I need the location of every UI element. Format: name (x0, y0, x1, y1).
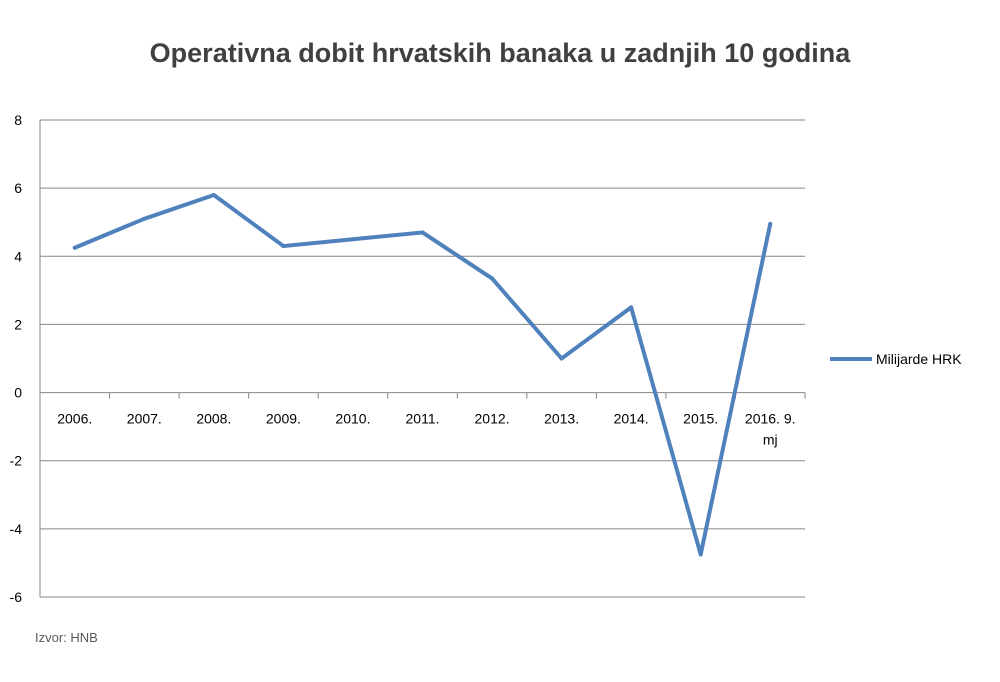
data-point (350, 237, 355, 242)
data-series (72, 192, 773, 557)
x-tick-label-line: 2009. (266, 411, 301, 427)
x-tick-label: 2007. (127, 411, 162, 427)
y-tick-label: 4 (14, 248, 22, 264)
data-point (490, 276, 495, 281)
y-tick-label: -4 (10, 521, 23, 537)
data-point (72, 245, 77, 250)
x-tick-label-line: 2011. (406, 411, 440, 427)
data-point (420, 230, 425, 235)
y-tick-label: -2 (10, 453, 23, 469)
x-tick-label-line: 2008. (196, 411, 231, 427)
y-axis-tick-labels: 8 6 4 2 0 -2 -4 -6 (10, 112, 23, 605)
data-point (211, 192, 216, 197)
y-tick-label: 8 (14, 112, 22, 128)
x-tick-label-line: 2006. (57, 411, 92, 427)
x-tick-label-line: 2010. (335, 411, 370, 427)
y-tick-label: 6 (14, 180, 22, 196)
y-tick-label: 2 (14, 316, 22, 332)
x-axis-tick-labels: 2006. 2007. 2008. 2009. 2010. 2011. 2012. 2013.… (57, 411, 795, 448)
gridlines (40, 119, 805, 598)
x-tick-label: 2009. (266, 411, 301, 427)
x-tick-label-line: 2013. (544, 411, 579, 427)
data-point (768, 221, 773, 226)
legend-label: Milijarde HRK (876, 351, 962, 367)
x-tick-label-line: 2015. (683, 411, 718, 427)
series-line (72, 192, 773, 557)
x-tick-label-line: 2012. (475, 411, 510, 427)
x-tick-label: 2016. 9. mj (745, 411, 796, 448)
data-point (629, 305, 634, 310)
chart-title: Operativna dobit hrvatskih banaka u zadn… (149, 38, 851, 68)
legend: Milijarde HRK (830, 351, 962, 367)
x-tick-label: 2008. (196, 411, 231, 427)
x-tick-label: 2006. (57, 411, 92, 427)
data-point (142, 216, 147, 221)
x-tick-label-line: mj (763, 432, 778, 448)
data-point (698, 552, 703, 557)
axes (39, 120, 806, 597)
data-point (559, 356, 564, 361)
x-tick-label: 2012. (475, 411, 510, 427)
y-tick-label: -6 (10, 589, 23, 605)
x-tick-label: 2013. (544, 411, 579, 427)
x-tick-label: 2014. (614, 411, 649, 427)
x-tick-label-line: 2014. (614, 411, 649, 427)
source-note: Izvor: HNB (35, 630, 98, 645)
x-tick-label: 2015. (683, 411, 718, 427)
x-tick-label: 2010. (335, 411, 370, 427)
x-tick-label: 2011. (406, 411, 440, 427)
x-tick-label-line: 2016. 9. (745, 411, 796, 427)
x-tick-label-line: 2007. (127, 411, 162, 427)
data-point (281, 244, 286, 249)
y-tick-label: 0 (14, 385, 22, 401)
